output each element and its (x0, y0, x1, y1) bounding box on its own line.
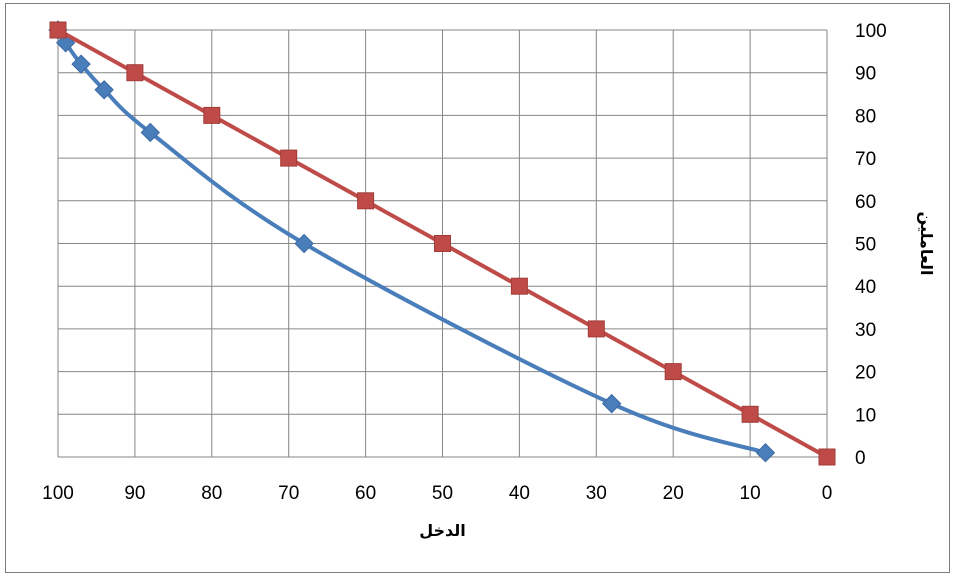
y-tick-label: 0 (855, 448, 866, 469)
y-tick-label: 50 (855, 235, 876, 256)
x-tick-label: 30 (586, 483, 607, 504)
y-tick-label: 10 (855, 405, 876, 426)
series-1-marker (755, 443, 776, 463)
series-1-marker (140, 122, 160, 143)
x-tick-label: 70 (278, 483, 299, 504)
y-axis-tick-labels: 0 10 20 30 40 50 60 70 80 90 100 (855, 21, 887, 469)
gridlines (57, 29, 828, 458)
x-tick-label: 0 (822, 483, 833, 504)
series-2-marker (49, 21, 67, 39)
x-tick-label: 50 (432, 483, 453, 504)
x-tick-label: 60 (355, 483, 376, 504)
y-tick-label: 30 (855, 320, 876, 341)
x-axis-tick-labels: 100 90 80 70 60 50 40 30 20 10 0 (42, 483, 832, 504)
series-1-marker (71, 54, 91, 74)
x-tick-label: 20 (663, 483, 684, 504)
y-tick-label: 60 (855, 192, 876, 213)
series-2-marker (510, 277, 528, 295)
series-1-marker (94, 80, 114, 100)
y-tick-label: 90 (855, 64, 876, 85)
x-tick-label: 90 (124, 483, 145, 504)
series-1-line (56, 28, 767, 455)
x-tick-label: 40 (509, 483, 530, 504)
series-2-marker (587, 320, 605, 338)
series-2-marker (357, 192, 375, 210)
series-2-marker (818, 448, 836, 466)
x-tick-label: 10 (740, 483, 761, 504)
series-2-marker (280, 149, 298, 167)
y-tick-label: 20 (855, 363, 876, 384)
y-tick-label: 40 (855, 277, 876, 298)
series-1-marker (294, 233, 314, 254)
series-2-marker (203, 106, 221, 124)
x-tick-label: 100 (42, 483, 74, 504)
series-group (48, 20, 836, 466)
y-tick-label: 70 (855, 149, 876, 170)
series-2-marker (434, 235, 451, 252)
series-1-marker (601, 393, 622, 414)
series-2-marker (741, 405, 759, 423)
x-axis-title: الدخل (419, 521, 466, 540)
series-2-marker (126, 64, 144, 82)
x-tick-label: 80 (201, 483, 222, 504)
series-2-marker (664, 363, 682, 381)
y-tick-label: 100 (855, 21, 887, 42)
chart-area (5, 3, 950, 573)
y-axis-title: العاملين (917, 212, 936, 276)
y-tick-label: 80 (855, 106, 876, 127)
